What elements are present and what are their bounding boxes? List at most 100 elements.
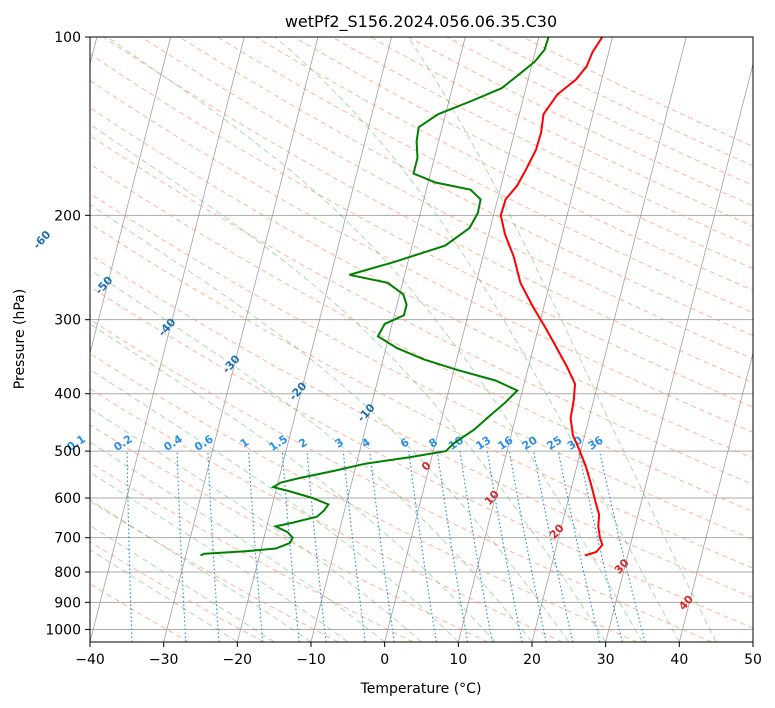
mixing-ratio-label: 20 bbox=[520, 433, 540, 452]
mixing-ratio-label: 30 bbox=[565, 433, 585, 452]
mixing-ratio-line bbox=[342, 451, 366, 642]
isotherm-label: -40 bbox=[156, 315, 179, 339]
dry-adiabat-line bbox=[446, 37, 753, 187]
x-axis-ticks: −40 −30 −20 −10 0 10 20 30 40 50 bbox=[75, 642, 762, 668]
dry-adiabat-line bbox=[370, 37, 753, 227]
mixing-ratio-line bbox=[533, 450, 574, 642]
mixing-ratio-line bbox=[176, 451, 187, 642]
mixing-ratio-label: 36 bbox=[586, 433, 606, 452]
dry-adiabat-line bbox=[90, 134, 753, 486]
isotherm-label: -10 bbox=[355, 401, 378, 425]
x-tick-label: 40 bbox=[670, 652, 688, 668]
dry-adiabat-line bbox=[102, 37, 753, 384]
isotherm-line bbox=[163, 37, 319, 642]
dry-adiabat-line bbox=[90, 286, 753, 629]
isotherm-line bbox=[531, 37, 687, 642]
x-tick-label: 50 bbox=[744, 652, 762, 668]
x-axis-label: Temperature (°C) bbox=[360, 681, 482, 697]
mixing-ratio-line bbox=[599, 450, 646, 642]
y-axis-label: Pressure (hPa) bbox=[12, 289, 28, 389]
temperature-profile bbox=[499, 37, 604, 557]
x-tick-label: 20 bbox=[523, 652, 541, 668]
mixing-ratio-label: 2 bbox=[296, 436, 310, 451]
moist-adiabat-line bbox=[90, 471, 349, 642]
mixing-ratio-label: 25 bbox=[544, 434, 564, 453]
moist-adiabat-line bbox=[90, 269, 533, 642]
mixing-ratio-line bbox=[436, 451, 469, 642]
isotherm-line bbox=[678, 351, 753, 642]
dewpoint-profile bbox=[200, 37, 550, 557]
moist-adiabat-line bbox=[90, 203, 570, 642]
y-axis-ticks: 100 200 300 400 500 600 700 800 900 1000 bbox=[45, 30, 90, 638]
mixing-ratio-lines bbox=[126, 450, 646, 642]
dry-adiabat-line bbox=[90, 461, 414, 642]
x-tick-label: −30 bbox=[149, 652, 179, 668]
dry-adiabat-line bbox=[331, 37, 753, 248]
isotherm-label: -30 bbox=[220, 352, 243, 376]
moist-adiabat-line bbox=[90, 499, 312, 642]
isotherm-grid bbox=[90, 37, 753, 642]
isotherm-label: -20 bbox=[287, 379, 310, 403]
y-tick-label: 300 bbox=[54, 313, 81, 329]
moist-adiabats bbox=[90, 37, 717, 642]
isotherm-label: 30 bbox=[612, 556, 632, 576]
y-tick-label: 800 bbox=[54, 565, 81, 581]
isotherm-label: 10 bbox=[482, 488, 502, 508]
x-tick-label: 10 bbox=[449, 652, 467, 668]
mixing-ratio-line bbox=[369, 451, 395, 642]
mixing-ratio-line bbox=[408, 451, 437, 642]
isotherm-line bbox=[236, 37, 392, 642]
mixing-ratio-label: 4 bbox=[359, 435, 373, 450]
mixing-ratio-line bbox=[306, 451, 327, 642]
dry-adiabat-line bbox=[217, 37, 753, 314]
dry-adiabat-line bbox=[90, 79, 753, 433]
y-tick-label: 200 bbox=[54, 208, 81, 224]
x-tick-label: −10 bbox=[296, 652, 326, 668]
dry-adiabat-line bbox=[90, 53, 753, 408]
dry-adiabat-line bbox=[90, 388, 563, 642]
chart-title: wetPf2_S156.2024.056.06.35.C30 bbox=[285, 12, 557, 32]
y-tick-label: 400 bbox=[54, 387, 81, 403]
isotherm-line bbox=[90, 37, 245, 642]
dry-adiabat-line bbox=[90, 107, 753, 459]
mixing-ratio-line bbox=[207, 451, 220, 642]
x-tick-label: 30 bbox=[597, 652, 615, 668]
dry-adiabat-line bbox=[90, 163, 753, 513]
isotherm-line bbox=[90, 37, 171, 355]
mixing-ratio-label: 13 bbox=[473, 434, 493, 453]
moist-adiabat-line bbox=[90, 549, 238, 642]
isotherm-line bbox=[457, 37, 613, 642]
y-tick-label: 900 bbox=[54, 595, 81, 611]
y-tick-label: 600 bbox=[54, 491, 81, 507]
isotherm-line bbox=[752, 640, 753, 642]
dry-adiabat-line bbox=[90, 500, 339, 642]
dry-adiabat-line bbox=[90, 541, 264, 642]
moist-adiabat-line bbox=[107, 37, 643, 642]
dry-adiabats bbox=[90, 37, 753, 642]
moist-adiabat-line bbox=[90, 441, 386, 642]
mixing-ratio-line bbox=[578, 450, 623, 642]
moist-adiabat-line bbox=[90, 407, 422, 642]
x-tick-label: 0 bbox=[380, 652, 389, 668]
isotherm-line bbox=[605, 62, 753, 642]
dry-adiabat-line bbox=[90, 223, 753, 569]
mixing-ratio-line bbox=[508, 451, 547, 642]
mixing-ratio-line bbox=[486, 451, 523, 642]
mixing-ratio-line bbox=[459, 451, 493, 642]
mixing-ratio-line bbox=[557, 450, 601, 642]
dry-adiabat-line bbox=[255, 37, 753, 291]
mixing-ratio-label: 16 bbox=[496, 433, 516, 452]
isotherm-label: -50 bbox=[93, 273, 116, 297]
y-tick-label: 1000 bbox=[45, 622, 81, 638]
x-tick-label: −20 bbox=[223, 652, 253, 668]
isotherm-label: 20 bbox=[547, 521, 567, 541]
mixing-ratio-line bbox=[247, 451, 264, 642]
dry-adiabat-line bbox=[90, 254, 753, 599]
dry-adiabat-line bbox=[179, 37, 753, 337]
isotherm-label: 0 bbox=[419, 459, 434, 474]
y-tick-label: 100 bbox=[54, 30, 81, 46]
x-tick-label: −40 bbox=[75, 652, 105, 668]
mixing-ratio-label: 8 bbox=[427, 436, 441, 451]
moist-adiabat-line bbox=[274, 37, 680, 642]
